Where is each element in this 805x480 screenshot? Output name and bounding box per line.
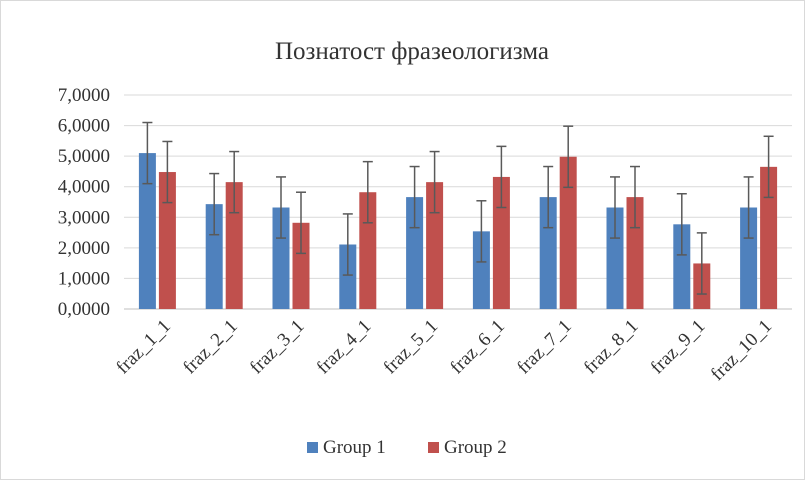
legend-label: Group 2 xyxy=(444,437,507,458)
y-tick-label: 4,0000 xyxy=(58,177,110,198)
bar xyxy=(158,172,176,309)
y-tick-label: 7,0000 xyxy=(58,85,110,106)
x-tick-label: fraz_2_1 xyxy=(179,316,242,379)
bar xyxy=(138,153,156,309)
bar xyxy=(205,204,223,309)
bar xyxy=(406,197,424,309)
chart-title: Познатост фразеологизма xyxy=(275,38,549,65)
bar xyxy=(626,197,644,309)
y-tick-label: 2,0000 xyxy=(58,238,110,259)
x-tick-label: fraz_4_1 xyxy=(313,316,376,379)
y-tick-label: 3,0000 xyxy=(58,207,110,228)
y-tick-label: 6,0000 xyxy=(58,116,110,137)
y-tick-label: 0,0000 xyxy=(58,299,110,320)
bar xyxy=(225,182,243,309)
bar xyxy=(472,231,490,309)
bars xyxy=(138,153,778,309)
legend-swatch xyxy=(307,442,318,453)
bar xyxy=(673,224,691,309)
gridlines xyxy=(124,94,792,310)
legend-label: Group 1 xyxy=(323,437,386,458)
bar xyxy=(559,156,577,309)
legend: Group 1 Group 2 xyxy=(307,437,507,458)
y-axis-ticks: 0,0000 1,0000 2,0000 3,0000 4,0000 5,0000 6,00… xyxy=(58,85,110,320)
error-bars xyxy=(142,121,774,295)
bar xyxy=(492,176,510,309)
x-tick-label: fraz_5_1 xyxy=(380,316,443,379)
x-tick-label: fraz_7_1 xyxy=(513,316,576,379)
bar xyxy=(740,207,758,309)
bar xyxy=(359,192,377,309)
x-tick-label: fraz_3_1 xyxy=(246,316,309,379)
x-tick-label: fraz_9_1 xyxy=(647,316,710,379)
bar xyxy=(292,222,310,309)
x-tick-label: fraz_1_1 xyxy=(112,316,175,379)
x-tick-label: fraz_6_1 xyxy=(446,316,509,379)
bar xyxy=(606,207,624,309)
x-tick-label: fraz_8_1 xyxy=(580,316,643,379)
bar xyxy=(539,197,557,309)
bar xyxy=(272,207,290,309)
bar xyxy=(339,244,357,309)
bar xyxy=(426,182,444,309)
x-axis-ticks: fraz_1_1 fraz_2_1 fraz_3_1 fraz_4_1 fraz_5_1… xyxy=(112,316,776,385)
legend-swatch xyxy=(428,442,439,453)
bar xyxy=(760,166,778,309)
y-tick-label: 5,0000 xyxy=(58,146,110,167)
y-tick-label: 1,0000 xyxy=(58,268,110,289)
x-tick-label: fraz_10_1 xyxy=(707,316,776,385)
